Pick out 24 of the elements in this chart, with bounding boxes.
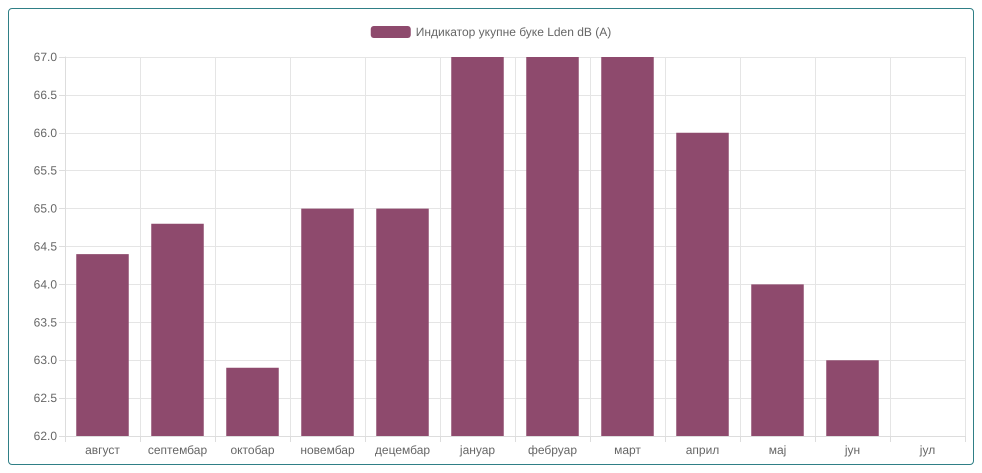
y-tick-label: 63.5 xyxy=(34,315,58,330)
x-tick-label: октобар xyxy=(230,443,275,457)
x-tick-label: јануар xyxy=(458,443,496,457)
y-tick-label: 65.5 xyxy=(34,164,58,178)
legend-label: Индикатор укупне буке Lden dB (A) xyxy=(416,25,612,39)
x-tick-label: фебруар xyxy=(528,443,578,457)
y-tick-label: 64.5 xyxy=(34,240,58,254)
y-tick-label: 64.0 xyxy=(34,277,58,292)
y-tick-label: 63.0 xyxy=(34,353,58,368)
x-tick-label: септембар xyxy=(148,443,208,457)
y-tick-label: 62.0 xyxy=(34,429,58,443)
x-tick-label: новембар xyxy=(300,443,355,457)
x-tick-label: јул xyxy=(918,443,936,457)
x-tick-label: април xyxy=(686,443,720,457)
y-tick-label: 66.0 xyxy=(34,126,58,140)
x-tick-label: децембар xyxy=(374,443,430,457)
y-tick-label: 67.0 xyxy=(34,50,58,64)
y-tick-label: 66.5 xyxy=(34,88,58,102)
x-tick-label: март xyxy=(614,443,642,457)
x-tick-label: мај xyxy=(768,443,786,457)
y-tick-label: 62.5 xyxy=(34,391,58,406)
x-tick-label: август xyxy=(85,443,120,457)
x-tick-label: јун xyxy=(844,443,860,457)
y-tick-label: 65.0 xyxy=(34,202,58,216)
